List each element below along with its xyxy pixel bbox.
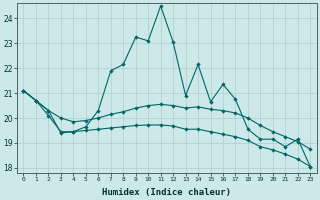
X-axis label: Humidex (Indice chaleur): Humidex (Indice chaleur) — [102, 188, 231, 197]
